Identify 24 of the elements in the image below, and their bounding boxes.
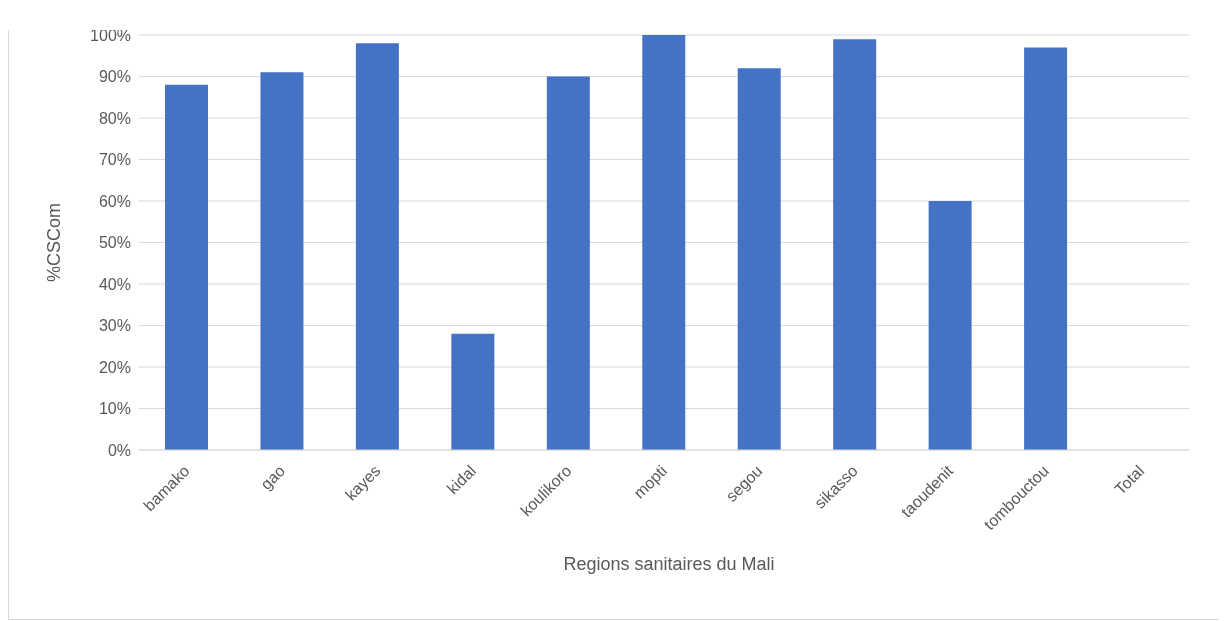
- y-tick-label: 10%: [98, 400, 131, 418]
- y-tick-label: 90%: [98, 68, 131, 86]
- bar: [1024, 47, 1068, 450]
- bar: [737, 68, 781, 450]
- y-tick-label: 40%: [98, 275, 131, 293]
- bar: [642, 35, 686, 450]
- y-tick-label: 20%: [98, 358, 131, 376]
- x-tick-label: gao: [257, 461, 289, 493]
- bar: [355, 43, 399, 450]
- y-tick-label: 50%: [98, 234, 131, 252]
- y-tick-label: 70%: [98, 151, 131, 169]
- y-axis-title: %CSCom: [44, 202, 65, 283]
- y-tick-label: 80%: [98, 109, 131, 127]
- bar: [928, 201, 972, 450]
- y-tick-label: 0%: [107, 441, 131, 459]
- y-tick-label: 30%: [98, 317, 131, 335]
- bar: [260, 72, 304, 450]
- bar: [546, 76, 590, 450]
- bar: [451, 333, 495, 450]
- y-tick-label: 60%: [98, 192, 131, 210]
- bar: [165, 84, 208, 450]
- y-tick-label: 100%: [90, 26, 131, 44]
- x-axis-title: Regions sanitaires du Mali: [562, 554, 776, 575]
- bar: [833, 39, 877, 450]
